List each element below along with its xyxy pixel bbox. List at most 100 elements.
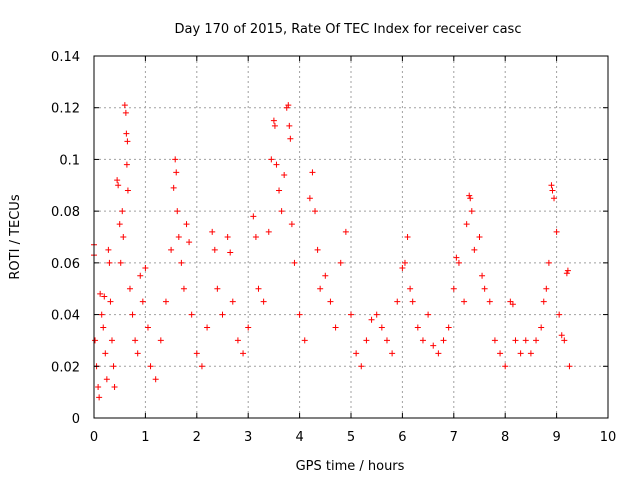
data-point — [435, 350, 442, 357]
data-point — [188, 311, 195, 318]
data-point — [265, 228, 272, 235]
data-point — [404, 234, 411, 240]
data-point — [543, 285, 550, 292]
data-point — [394, 298, 401, 305]
data-point — [517, 350, 524, 357]
data-point — [173, 169, 180, 176]
axis-ticks — [93, 55, 609, 419]
data-point — [92, 337, 99, 344]
y-tick-label: 0.06 — [51, 257, 80, 272]
data-point — [270, 117, 277, 124]
data-point — [132, 337, 139, 344]
x-tick-label: 3 — [244, 430, 252, 445]
data-point — [95, 383, 102, 390]
data-point — [563, 270, 570, 277]
data-point — [278, 208, 285, 215]
data-point — [481, 285, 488, 292]
x-tick-label: 7 — [450, 430, 458, 445]
data-point — [103, 376, 110, 383]
x-tick-label: 4 — [295, 430, 303, 445]
x-tick-label: 2 — [193, 430, 201, 445]
data-point — [250, 213, 257, 220]
data-point — [545, 259, 552, 266]
data-point — [440, 337, 447, 344]
data-point — [124, 187, 131, 194]
data-point — [540, 298, 547, 305]
data-point — [468, 208, 475, 215]
data-point — [252, 234, 259, 240]
data-point — [98, 311, 105, 318]
data-point — [512, 337, 519, 344]
data-point — [479, 272, 486, 279]
y-tick-label: 0 — [72, 412, 80, 427]
data-point — [533, 337, 540, 344]
y-tick-label: 0.04 — [51, 309, 80, 324]
tick-labels: 0 1 2 3 4 5 6 7 8 9 10 0 0.02 0.04 0.06 0.08 0.1 0.12 0.14 — [51, 50, 616, 445]
data-point — [110, 363, 117, 370]
data-point — [378, 324, 385, 331]
x-tick-label: 8 — [501, 430, 509, 445]
x-tick-label: 10 — [600, 430, 617, 445]
data-point — [327, 298, 334, 305]
data-point — [471, 246, 478, 253]
data-point — [453, 254, 460, 261]
data-point — [497, 350, 504, 357]
data-point — [527, 350, 534, 357]
data-point — [240, 350, 247, 357]
data-point — [129, 311, 136, 318]
data-point — [486, 298, 493, 305]
y-axis-label: ROTI / TECUs — [8, 194, 23, 279]
data-point — [139, 298, 146, 305]
data-point — [162, 298, 169, 305]
data-point — [564, 267, 571, 274]
data-point — [134, 350, 141, 357]
data-point — [491, 337, 498, 344]
data-point — [142, 265, 149, 272]
data-point — [268, 156, 275, 163]
data-point — [306, 195, 313, 202]
data-point — [548, 182, 555, 189]
data-point — [219, 311, 226, 318]
data-point — [288, 221, 295, 228]
data-point — [314, 246, 321, 253]
data-point — [296, 311, 303, 318]
data-point — [476, 234, 483, 240]
data-point — [558, 332, 565, 339]
data-point — [170, 184, 177, 191]
data-point — [461, 298, 468, 305]
data-point — [399, 265, 406, 272]
data-point — [363, 337, 370, 344]
data-point — [332, 324, 339, 331]
data-point — [100, 324, 107, 331]
data-point — [353, 350, 360, 357]
data-point — [115, 182, 122, 189]
data-point — [227, 249, 234, 256]
data-point — [137, 272, 144, 279]
data-point — [178, 259, 185, 266]
data-point — [373, 311, 380, 318]
data-point — [126, 285, 133, 292]
data-point — [123, 130, 130, 137]
data-point — [556, 311, 563, 318]
x-tick-label: 0 — [90, 430, 98, 445]
x-tick-label: 5 — [347, 430, 355, 445]
data-point — [383, 337, 390, 344]
y-tick-label: 0.02 — [51, 360, 80, 375]
data-point — [111, 383, 118, 390]
data-point — [466, 192, 473, 199]
data-point — [168, 246, 175, 253]
data-point — [224, 234, 231, 240]
data-point — [186, 239, 193, 246]
data-point — [445, 324, 452, 331]
data-point — [455, 259, 462, 266]
data-point — [117, 259, 124, 266]
data-point — [193, 350, 200, 357]
data-point — [180, 285, 187, 292]
data-point — [120, 234, 127, 240]
data-point — [273, 161, 280, 168]
data-point — [102, 350, 109, 357]
data-point — [425, 311, 432, 318]
y-tick-label: 0.08 — [51, 205, 80, 220]
data-point — [389, 350, 396, 357]
